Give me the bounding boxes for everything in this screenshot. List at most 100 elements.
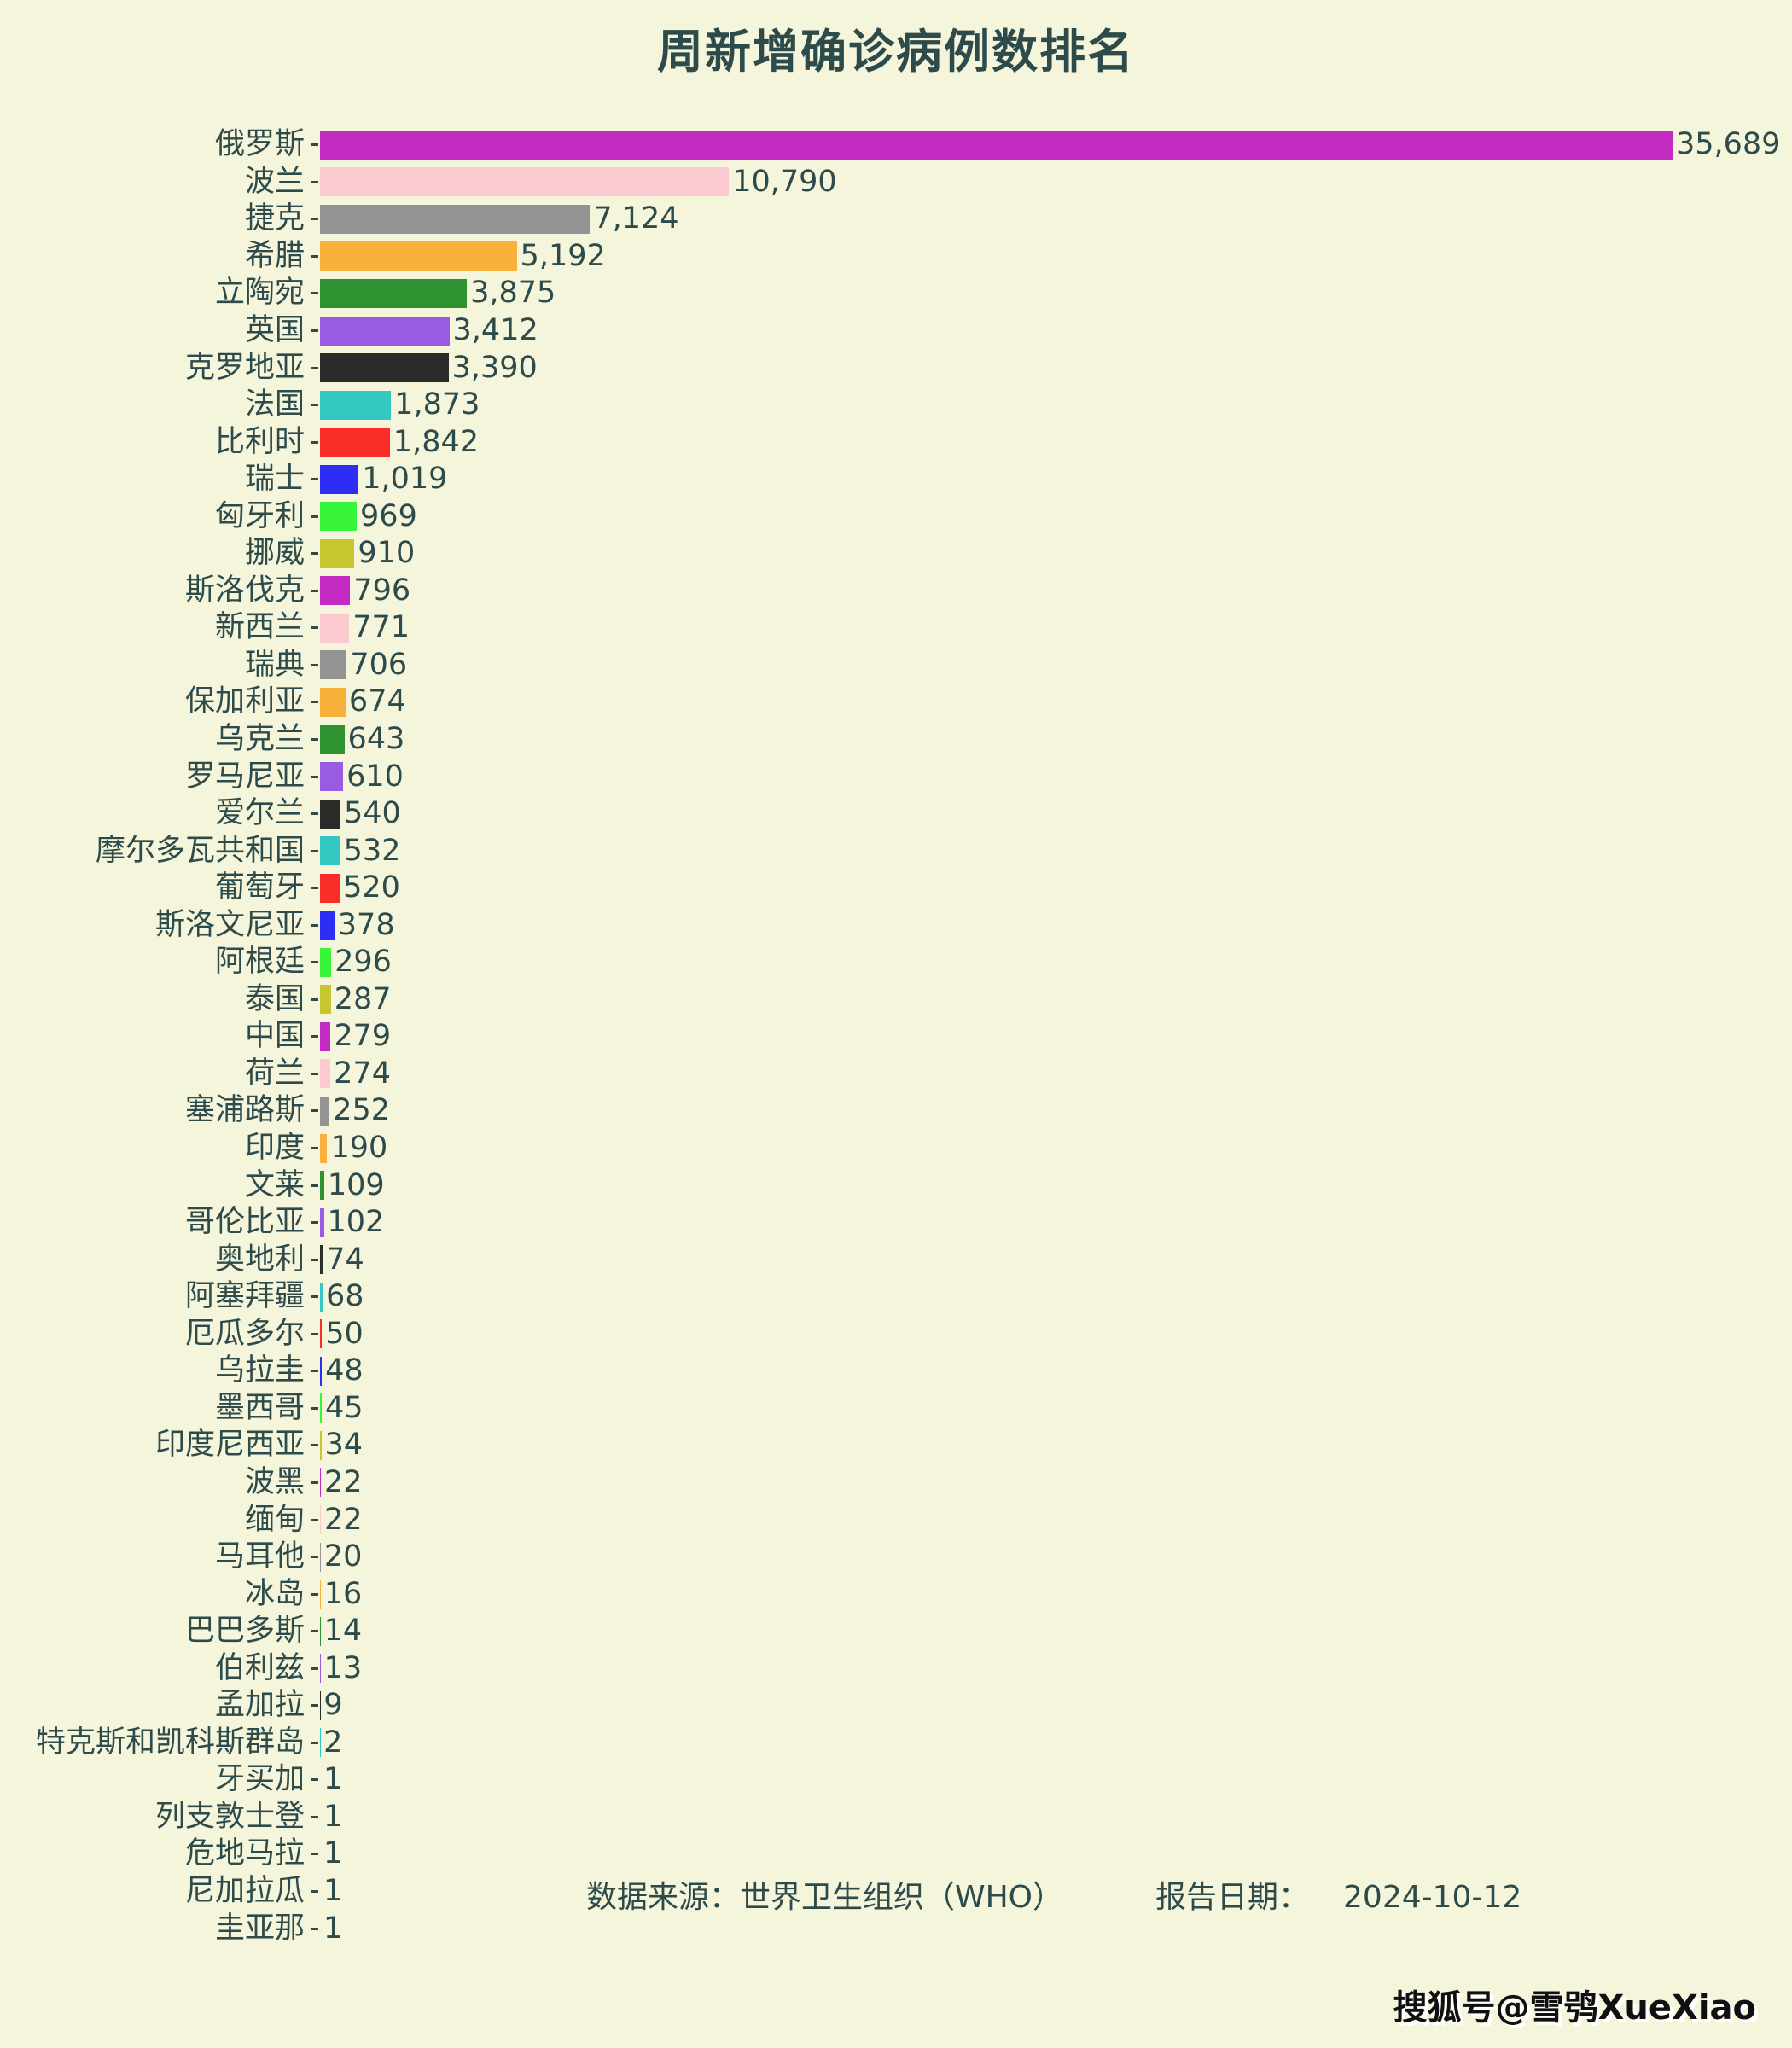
- chart-row: 英国 3,412: [0, 312, 1792, 350]
- chart-row: 挪威 910: [0, 535, 1792, 573]
- chart-row: 立陶宛 3,875: [0, 275, 1792, 312]
- bar: [320, 204, 591, 234]
- chart-row: 克罗地亚 3,390: [0, 349, 1792, 387]
- chart-row: 泰国 287: [0, 981, 1792, 1019]
- axis-tick: [311, 143, 318, 147]
- value-label: 2: [323, 1725, 343, 1760]
- axis-tick: [311, 1072, 318, 1075]
- bar: [320, 1393, 322, 1423]
- category-label: 乌拉圭: [214, 1353, 305, 1388]
- axis-tick: [311, 292, 318, 295]
- axis-tick: [311, 218, 318, 221]
- watermark-text: 搜狐号@雪鸮XueXiao: [1393, 1988, 1756, 2028]
- category-label: 荷兰: [244, 1056, 305, 1091]
- value-label: 279: [334, 1019, 392, 1054]
- category-label: 新西兰: [214, 610, 305, 645]
- value-label: 13: [323, 1650, 363, 1685]
- axis-tick: [311, 1704, 318, 1708]
- chart-row: 伯利兹 13: [0, 1649, 1792, 1687]
- axis-tick: [311, 1518, 318, 1521]
- bar: [320, 873, 340, 903]
- bar: [320, 1654, 321, 1684]
- chart-row: 比利时 1,842: [0, 423, 1792, 461]
- chart-row: 希腊 5,192: [0, 238, 1792, 276]
- axis-tick: [311, 180, 318, 183]
- category-label: 文莱: [244, 1167, 305, 1202]
- bar: [320, 576, 351, 606]
- category-label: 墨西哥: [214, 1390, 305, 1425]
- axis-tick: [311, 404, 318, 407]
- axis-tick: [311, 366, 318, 369]
- category-label: 厄瓜多尔: [184, 1316, 305, 1351]
- chart-row: 马耳他 20: [0, 1539, 1792, 1576]
- footer: 数据来源：世界卫生组织（WHO） 报告日期： 2024-10-12: [586, 1872, 1521, 1917]
- category-label: 印度: [244, 1131, 305, 1166]
- axis-tick: [311, 1853, 318, 1856]
- chart-row: 墨西哥 45: [0, 1390, 1792, 1428]
- axis-tick: [311, 589, 318, 592]
- chart-row: 法国 1,873: [0, 387, 1792, 424]
- value-label: 102: [327, 1205, 385, 1240]
- axis-tick: [311, 1444, 318, 1447]
- category-label: 伯利兹: [214, 1650, 305, 1685]
- category-label: 圭亚那: [214, 1911, 305, 1946]
- chart-row: 斯洛伐克 796: [0, 573, 1792, 610]
- chart-row: 瑞士 1,019: [0, 461, 1792, 498]
- bar: [320, 1430, 322, 1460]
- axis-tick: [311, 478, 318, 481]
- value-label: 1: [323, 1836, 343, 1871]
- axis-tick: [311, 738, 318, 742]
- value-label: 20: [323, 1539, 363, 1574]
- chart-row: 葡萄牙 520: [0, 870, 1792, 907]
- chart-row: 波黑 22: [0, 1464, 1792, 1502]
- bar: [320, 687, 346, 717]
- category-label: 俄罗斯: [214, 127, 305, 162]
- chart-row: 瑞典 706: [0, 647, 1792, 684]
- value-label: 1,019: [362, 462, 448, 497]
- bar: [320, 1021, 331, 1051]
- category-label: 葡萄牙: [214, 870, 305, 905]
- value-label: 74: [326, 1242, 364, 1277]
- category-label: 巴巴多斯: [184, 1614, 305, 1649]
- value-label: 771: [352, 610, 410, 645]
- axis-tick: [311, 1630, 318, 1633]
- bar: [320, 1319, 323, 1349]
- bar: [320, 799, 340, 829]
- axis-tick: [311, 254, 318, 258]
- chart-row: 爱尔兰 540: [0, 795, 1792, 833]
- category-label: 哥伦比亚: [184, 1205, 305, 1240]
- value-label: 68: [326, 1279, 364, 1314]
- category-label: 波兰: [244, 164, 305, 199]
- value-label: 10,790: [732, 164, 837, 199]
- category-label: 捷克: [244, 201, 305, 236]
- value-label: 48: [325, 1353, 364, 1388]
- value-label: 1: [323, 1799, 343, 1834]
- value-label: 35,689: [1676, 127, 1781, 162]
- bar: [320, 762, 344, 792]
- bar: [320, 947, 332, 977]
- category-label: 瑞典: [244, 647, 305, 682]
- bar: [320, 390, 392, 420]
- axis-tick: [311, 849, 318, 852]
- bar: [320, 538, 355, 568]
- chart-row: 中国 279: [0, 1018, 1792, 1056]
- chart-row: 奥地利 74: [0, 1241, 1792, 1278]
- axis-tick: [311, 1667, 318, 1670]
- category-label: 瑞士: [244, 462, 305, 497]
- bar: [320, 353, 449, 383]
- category-label: 斯洛文尼亚: [154, 907, 305, 942]
- chart-row: 特克斯和凯科斯群岛 2: [0, 1725, 1792, 1762]
- bar: [320, 1059, 331, 1089]
- category-label: 中国: [244, 1019, 305, 1054]
- value-label: 22: [323, 1502, 363, 1537]
- value-label: 1: [323, 1911, 343, 1946]
- value-label: 252: [333, 1093, 390, 1128]
- chart-row: 圭亚那 1: [0, 1910, 1792, 1947]
- bar: [320, 724, 345, 754]
- category-label: 马耳他: [214, 1539, 305, 1574]
- axis-tick: [311, 1406, 318, 1410]
- chart-title: 周新增确诊病例数排名: [657, 25, 1135, 79]
- bar: [320, 1505, 321, 1534]
- axis-tick: [311, 923, 318, 927]
- axis-tick: [311, 1295, 318, 1299]
